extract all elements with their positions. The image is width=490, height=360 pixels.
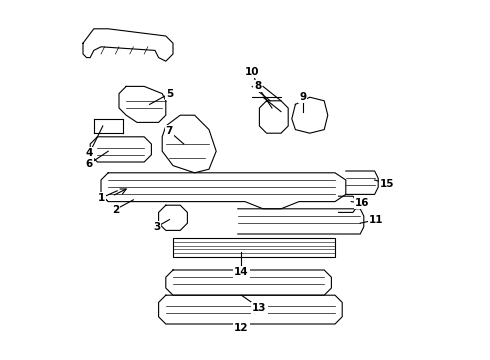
Text: 3: 3 bbox=[153, 222, 160, 232]
Text: 9: 9 bbox=[299, 92, 306, 102]
Text: 11: 11 bbox=[369, 215, 384, 225]
Text: 5: 5 bbox=[166, 89, 173, 99]
Text: 4: 4 bbox=[86, 148, 93, 158]
Text: 10: 10 bbox=[245, 67, 259, 77]
Text: 14: 14 bbox=[234, 267, 249, 277]
Text: 15: 15 bbox=[380, 179, 394, 189]
Text: 2: 2 bbox=[112, 204, 119, 215]
Text: 13: 13 bbox=[252, 303, 267, 313]
Text: 7: 7 bbox=[166, 126, 173, 136]
Text: 8: 8 bbox=[254, 81, 261, 91]
Text: 6: 6 bbox=[86, 159, 93, 169]
Text: 12: 12 bbox=[234, 323, 248, 333]
Text: 1: 1 bbox=[98, 193, 105, 203]
Bar bbox=[173, 238, 335, 257]
Text: 16: 16 bbox=[355, 198, 369, 208]
